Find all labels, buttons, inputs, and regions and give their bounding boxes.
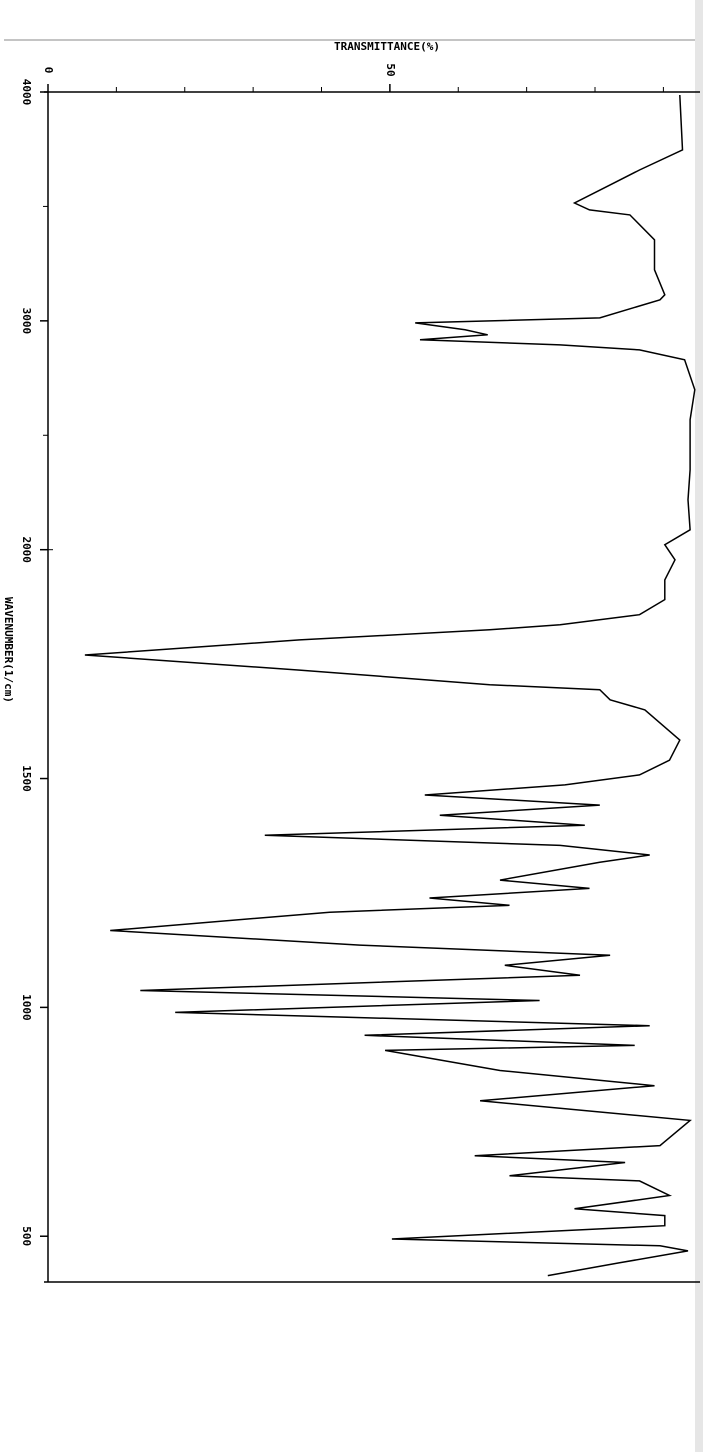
x-tick-label: 1000 (20, 994, 33, 1021)
x-tick-label: 1500 (20, 765, 33, 792)
x-tick-label: 2000 (20, 536, 33, 563)
x-tick-label: 3000 (20, 308, 33, 335)
y-axis-title: TRANSMITTANCE(%) (334, 40, 440, 53)
x-tick-label: 4000 (20, 79, 33, 106)
y-tick-label: 50 (384, 63, 397, 76)
spectrum-line (84, 94, 696, 1277)
plot (44, 91, 700, 1283)
x-tick-label: 500 (20, 1226, 33, 1246)
y-tick-label: 0 (42, 67, 55, 74)
x-axis-title: WAVENUMBER(1/cm) (2, 597, 15, 703)
scrollbar (695, 0, 703, 1452)
